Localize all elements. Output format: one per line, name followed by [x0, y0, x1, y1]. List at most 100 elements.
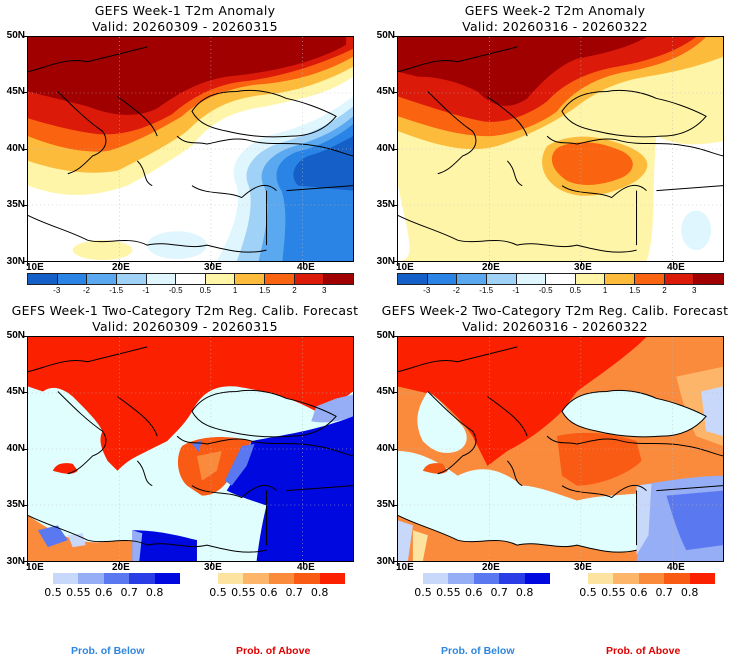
colorbar-swatch: [575, 274, 606, 284]
lat-label: 45N: [376, 386, 395, 397]
prob-above-label: Prob. of Above: [606, 645, 681, 657]
lat-tick: [393, 261, 397, 262]
lat-label: 35N: [6, 499, 25, 510]
lon-label: 10E: [396, 262, 414, 273]
lat-label: 50N: [376, 30, 395, 41]
colorbar-swatch: [664, 274, 695, 284]
lat-tick: [23, 504, 27, 506]
colorbar-tick-label: 1.5: [259, 286, 271, 295]
probability-map-week2: [397, 336, 724, 562]
panel-title: GEFS Week-1 T2m Anomaly: [94, 3, 276, 18]
panel-valid-dates: Valid: 20260316 - 20260322: [462, 19, 648, 34]
panel-title: GEFS Week-2 T2m Anomaly: [464, 3, 646, 18]
below-probability-colorbar: [423, 573, 551, 584]
lon-label: 40E: [297, 562, 315, 573]
colorbar-tick-label: 1: [602, 286, 608, 295]
colorbar-tick-label: 0.8: [145, 586, 164, 599]
colorbar-swatch: [129, 573, 155, 584]
lat-tick: [23, 561, 27, 562]
colorbar-tick-label: 0.55: [601, 586, 626, 599]
colorbar-swatch: [457, 274, 487, 284]
colorbar-swatch: [57, 274, 88, 284]
colorbar-swatch: [423, 573, 449, 584]
lat-label: 40N: [6, 443, 25, 454]
colorbar-tick-label: 1: [232, 286, 238, 295]
colorbar-tick-label: 0.5: [199, 286, 211, 295]
lon-label: 20E: [482, 262, 500, 273]
anomaly-map-week2: [397, 36, 724, 262]
lon-label: 10E: [26, 562, 44, 573]
lat-tick: [23, 92, 27, 94]
lon-tick: [303, 262, 304, 266]
lon-label: 40E: [667, 562, 685, 573]
colorbar-tick-label: 2: [292, 286, 297, 295]
colorbar-tick-label: 0.7: [120, 586, 138, 599]
map-canvas: [398, 37, 723, 261]
probability-map-week1: [27, 336, 354, 562]
colorbar-swatch: [319, 573, 346, 584]
lat-label: 50N: [376, 330, 395, 341]
colorbar-tick-label: -0.5: [168, 286, 183, 295]
colorbar-swatch: [546, 274, 576, 284]
lat-label: 35N: [376, 499, 395, 510]
prob-below-label: Prob. of Below: [441, 645, 515, 657]
lat-tick: [23, 36, 27, 37]
above-probability-colorbar: [218, 573, 346, 584]
colorbar-swatch: [78, 573, 104, 584]
colorbar-tick-label: -3: [423, 286, 431, 295]
colorbar-swatch: [588, 573, 614, 584]
lat-label: 45N: [6, 386, 25, 397]
lon-tick: [673, 262, 674, 266]
colorbar-swatch: [635, 274, 665, 284]
lat-tick: [23, 448, 27, 450]
colorbar-swatch: [103, 573, 130, 584]
colorbar-tick-label: -1.5: [479, 286, 494, 295]
lon-label: 10E: [396, 562, 414, 573]
colorbar-tick-label: 0.6: [260, 586, 278, 599]
lat-tick: [23, 392, 27, 394]
lon-label: 40E: [667, 262, 685, 273]
colorbar-swatch: [486, 274, 517, 284]
colorbar-tick-label: -1.5: [109, 286, 124, 295]
prob-above-label: Prob. of Above: [236, 645, 311, 657]
lat-tick: [23, 336, 27, 337]
colorbar-tick-label: 0.7: [490, 586, 508, 599]
colorbar-tick-label: 0.6: [95, 586, 113, 599]
colorbar-tick-label: -3: [53, 286, 61, 295]
lat-tick: [393, 336, 397, 337]
lat-label: 30N: [376, 556, 395, 567]
lat-label: 35N: [6, 199, 25, 210]
panel-valid-dates: Valid: 20260309 - 20260315: [92, 319, 278, 334]
colorbar-swatch: [499, 573, 525, 584]
colorbar-swatch: [605, 274, 636, 284]
anomaly-colorbar: [397, 273, 724, 285]
colorbar-swatch: [268, 573, 295, 584]
colorbar-swatch: [294, 274, 325, 284]
colorbar-swatch: [53, 573, 79, 584]
lon-tick: [211, 562, 212, 566]
colorbar-tick-label: -2: [452, 286, 461, 295]
colorbar-swatch: [694, 274, 724, 284]
colorbar-swatch: [689, 573, 716, 584]
colorbar-swatch: [87, 274, 117, 284]
colorbar-swatch: [638, 573, 665, 584]
colorbar-swatch: [613, 573, 639, 584]
lon-tick: [119, 562, 120, 566]
colorbar-tick-label: 0.6: [465, 586, 483, 599]
lon-label: 20E: [482, 562, 500, 573]
colorbar-swatch: [664, 573, 690, 584]
colorbar-swatch: [265, 274, 295, 284]
lat-tick: [23, 261, 27, 262]
colorbar-swatch: [516, 274, 547, 284]
lat-label: 30N: [6, 256, 25, 267]
colorbar-tick-label: 0.55: [436, 586, 461, 599]
colorbar-swatch: [448, 573, 474, 584]
colorbar-swatch: [205, 274, 236, 284]
colorbar-swatch: [218, 573, 244, 584]
lat-label: 40N: [376, 443, 395, 454]
lon-label: 30E: [574, 262, 592, 273]
map-canvas: [28, 37, 353, 261]
above-probability-colorbar: [588, 573, 716, 584]
colorbar-swatch: [427, 274, 458, 284]
panel-valid-dates: Valid: 20260309 - 20260315: [92, 19, 278, 34]
